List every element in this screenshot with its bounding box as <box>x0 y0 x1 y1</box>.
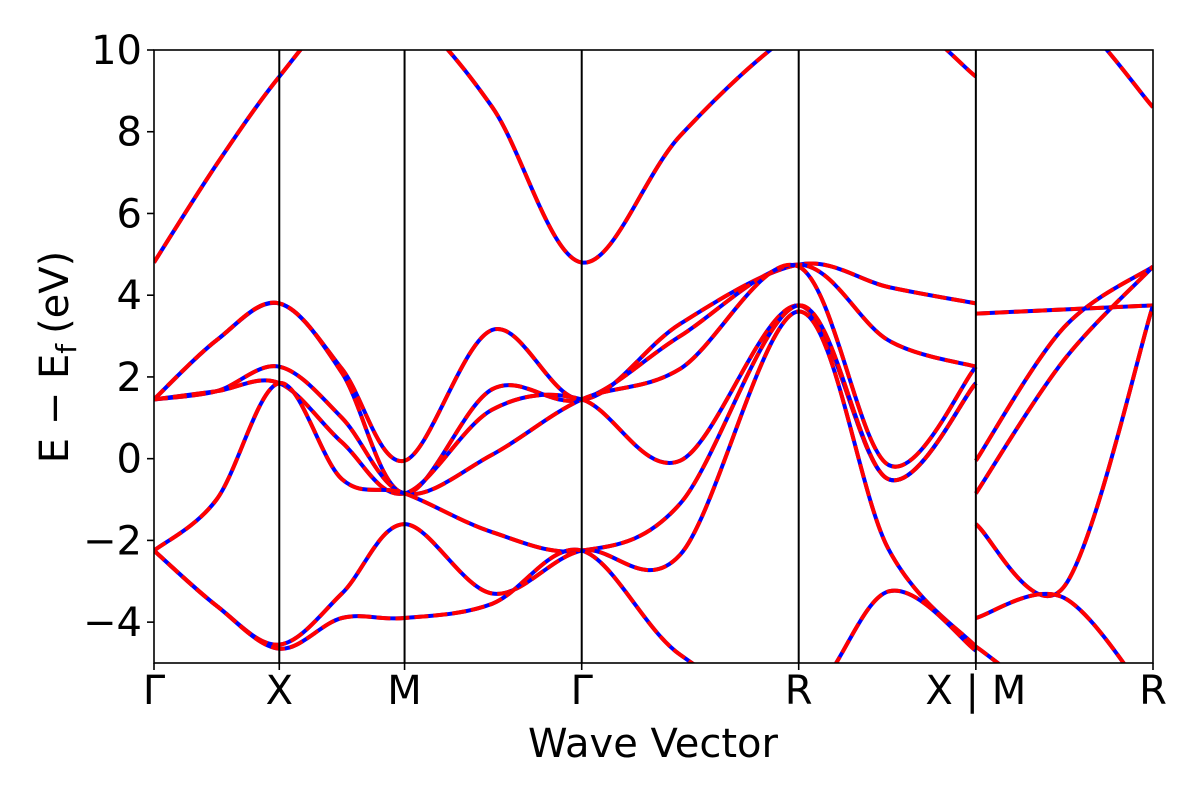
y-tick-label: 2 <box>117 355 142 401</box>
y-tick-label: 8 <box>117 110 142 156</box>
band-2-dashed-overlay <box>975 303 1153 316</box>
band-5-dashed-overlay <box>974 304 1153 599</box>
band-8-dashed-overlay <box>154 547 978 663</box>
band-1-dashed-overlay <box>154 50 978 265</box>
x-tick-label: X | M <box>925 668 1026 714</box>
high-symmetry-lines <box>278 50 977 663</box>
band-3-dashed-overlay <box>974 264 1153 462</box>
x-tick-label: R <box>785 668 813 714</box>
band-1-dashed-overlay <box>1104 50 1153 109</box>
y-tick-label: 0 <box>117 437 142 483</box>
y-tick-label: −4 <box>83 600 142 646</box>
band-6-dashed-overlay <box>975 591 1127 663</box>
band-4-dashed-overlay <box>154 262 978 497</box>
y-tick-label: −2 <box>83 518 142 564</box>
band-7-dashed-overlay <box>974 645 1002 663</box>
x-axis-ticks: Γ X M Γ R X | M R <box>143 663 1167 714</box>
x-tick-label: X <box>266 668 293 714</box>
y-axis-label: E − Ef (eV) <box>32 251 83 464</box>
y-tick-label: 6 <box>117 191 142 237</box>
y-axis-label-unit: (eV) <box>32 251 78 334</box>
y-axis-label-subscript: f <box>50 343 83 354</box>
x-tick-label: M <box>387 668 422 714</box>
band-6-dashed-overlay <box>154 303 978 554</box>
y-tick-label: 4 <box>117 273 142 319</box>
y-tick-label: 10 <box>91 28 142 74</box>
y-axis-ticks: −4 −2 0 2 4 6 8 10 <box>83 28 154 646</box>
band-4-dashed-overlay <box>974 265 1153 495</box>
x-axis-label: Wave Vector <box>528 721 779 767</box>
y-axis-label-main: E − E <box>32 354 78 464</box>
x-tick-label: R <box>1139 668 1167 714</box>
axes-frame <box>153 49 1154 664</box>
x-tick-label: Γ <box>571 668 594 714</box>
band-3-dashed-overlay <box>154 262 977 496</box>
x-tick-label: Γ <box>143 668 166 714</box>
